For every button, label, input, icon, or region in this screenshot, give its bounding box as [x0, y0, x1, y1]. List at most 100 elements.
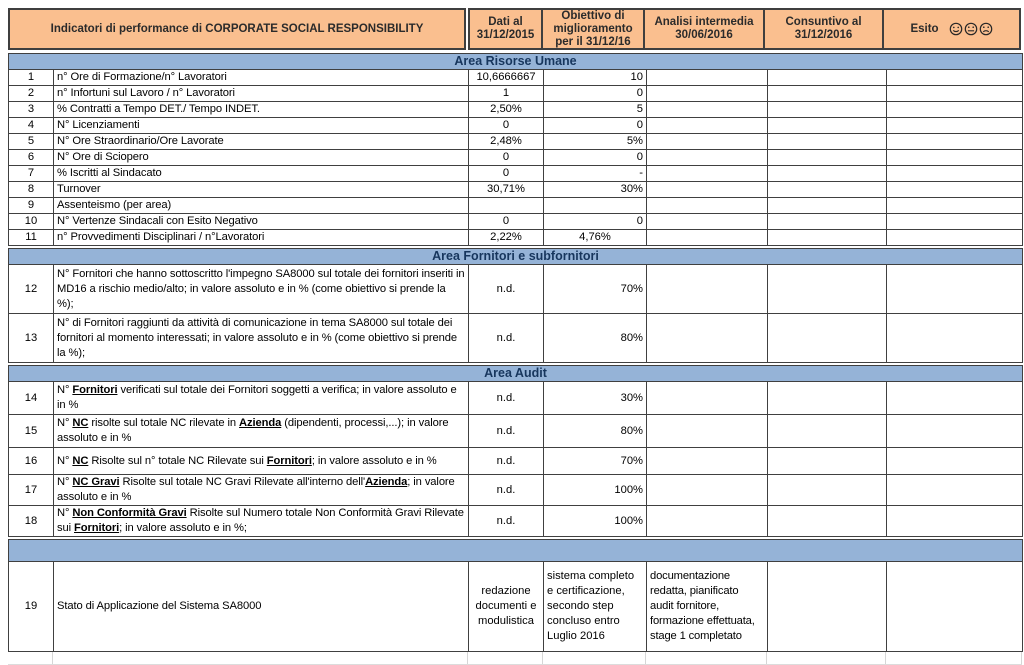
ob-cell[interactable]: 0 [543, 213, 647, 230]
esito-cell[interactable] [885, 313, 1024, 363]
ob-cell[interactable]: 100% [543, 474, 647, 506]
cons-cell[interactable] [767, 414, 887, 448]
esito-cell[interactable] [885, 213, 1024, 230]
indicator-cell[interactable]: n° Ore di Formazione/n° Lavoratori [53, 69, 469, 86]
ob-cell[interactable]: 30% [543, 381, 647, 415]
row-number-cell[interactable]: 1 [8, 69, 54, 86]
indicator-cell[interactable]: N° Ore di Sciopero [53, 149, 469, 166]
an-cell[interactable] [646, 117, 768, 134]
ob-cell[interactable]: 80% [543, 313, 647, 363]
dati-cell[interactable]: 0 [468, 165, 544, 182]
esito-cell[interactable] [885, 197, 1024, 214]
dati-cell[interactable]: n.d. [468, 505, 544, 537]
ob-cell[interactable]: sistema completo e certificazione, secon… [543, 561, 647, 652]
row-number-cell[interactable]: 4 [8, 117, 54, 134]
row-number-cell[interactable]: 18 [8, 505, 54, 537]
ob-cell[interactable]: 5% [543, 133, 647, 150]
ob-cell[interactable]: 0 [543, 85, 647, 102]
cons-cell[interactable] [767, 117, 887, 134]
row-number-cell[interactable]: 13 [8, 313, 54, 363]
header-cell-dati[interactable]: Dati al 31/12/2015 [468, 8, 543, 50]
ob-cell[interactable]: 10 [543, 69, 647, 86]
cons-cell[interactable] [767, 133, 887, 150]
an-cell[interactable] [646, 85, 768, 102]
esito-cell[interactable] [885, 414, 1024, 448]
section-title[interactable]: Area Fornitori e subfornitori [7, 248, 1024, 265]
esito-cell[interactable] [885, 229, 1024, 246]
indicator-cell[interactable]: N° Ore Straordinario/Ore Lavorate [53, 133, 469, 150]
header-cell-consuntivo[interactable]: Consuntivo al 31/12/2016 [763, 8, 884, 50]
indicator-cell[interactable]: Turnover [53, 181, 469, 198]
ob-cell[interactable]: - [543, 165, 647, 182]
row-number-cell[interactable]: 8 [8, 181, 54, 198]
esito-cell[interactable] [885, 117, 1024, 134]
indicator-cell[interactable]: N° Non Conformità Gravi Risolte sul Nume… [53, 505, 469, 537]
an-cell[interactable] [646, 381, 768, 415]
cons-cell[interactable] [767, 561, 887, 652]
ob-cell[interactable]: 70% [543, 264, 647, 314]
row-number-cell[interactable]: 12 [8, 264, 54, 314]
esito-cell[interactable] [885, 101, 1024, 118]
an-cell[interactable] [646, 229, 768, 246]
esito-cell[interactable] [885, 133, 1024, 150]
cons-cell[interactable] [767, 313, 887, 363]
row-number-cell[interactable]: 3 [8, 101, 54, 118]
dati-cell[interactable]: n.d. [468, 447, 544, 475]
row-number-cell[interactable]: 6 [8, 149, 54, 166]
an-cell[interactable] [646, 181, 768, 198]
dati-cell[interactable]: 10,6666667 [468, 69, 544, 86]
ob-cell[interactable]: 80% [543, 414, 647, 448]
dati-cell[interactable]: n.d. [468, 474, 544, 506]
an-cell[interactable]: documentazione redatta, pianificato audi… [646, 561, 768, 652]
cons-cell[interactable] [767, 474, 887, 506]
an-cell[interactable] [646, 213, 768, 230]
indicator-cell[interactable]: N° di Fornitori raggiunti da attività di… [53, 313, 469, 363]
esito-cell[interactable] [885, 381, 1024, 415]
row-number-cell[interactable]: 2 [8, 85, 54, 102]
ob-cell[interactable] [543, 197, 647, 214]
indicator-cell[interactable]: N° NC Risolte sul n° totale NC Rilevate … [53, 447, 469, 475]
dati-cell[interactable]: 1 [468, 85, 544, 102]
indicator-cell[interactable]: % Contratti a Tempo DET./ Tempo INDET. [53, 101, 469, 118]
indicator-cell[interactable]: n° Provvedimenti Disciplinari / n°Lavora… [53, 229, 469, 246]
section-title[interactable]: Area Audit [7, 365, 1024, 382]
cons-cell[interactable] [767, 85, 887, 102]
esito-cell[interactable] [885, 85, 1024, 102]
row-number-cell[interactable]: 16 [8, 447, 54, 475]
indicator-cell[interactable]: N° Licenziamenti [53, 117, 469, 134]
esito-cell[interactable] [885, 165, 1024, 182]
an-cell[interactable] [646, 149, 768, 166]
row-number-cell[interactable]: 19 [8, 561, 54, 652]
an-cell[interactable] [646, 101, 768, 118]
dati-cell[interactable]: 0 [468, 213, 544, 230]
row-number-cell[interactable]: 5 [8, 133, 54, 150]
dati-cell[interactable]: 2,48% [468, 133, 544, 150]
indicator-cell[interactable]: N° Fornitori che hanno sottoscritto l'im… [53, 264, 469, 314]
an-cell[interactable] [646, 505, 768, 537]
dati-cell[interactable]: n.d. [468, 313, 544, 363]
cons-cell[interactable] [767, 381, 887, 415]
dati-cell[interactable]: n.d. [468, 264, 544, 314]
dati-cell[interactable]: n.d. [468, 381, 544, 415]
an-cell[interactable] [646, 474, 768, 506]
section-title[interactable]: Area Risorse Umane [7, 53, 1024, 70]
ob-cell[interactable]: 30% [543, 181, 647, 198]
row-number-cell[interactable]: 7 [8, 165, 54, 182]
an-cell[interactable] [646, 264, 768, 314]
esito-cell[interactable] [885, 181, 1024, 198]
dati-cell[interactable] [468, 197, 544, 214]
an-cell[interactable] [646, 133, 768, 150]
ob-cell[interactable]: 5 [543, 101, 647, 118]
dati-cell[interactable]: 0 [468, 117, 544, 134]
an-cell[interactable] [646, 447, 768, 475]
dati-cell[interactable]: 0 [468, 149, 544, 166]
cons-cell[interactable] [767, 505, 887, 537]
dati-cell[interactable]: n.d. [468, 414, 544, 448]
indicator-cell[interactable]: N° Fornitori verificati sul totale dei F… [53, 381, 469, 415]
ob-cell[interactable]: 0 [543, 149, 647, 166]
esito-cell[interactable] [885, 505, 1024, 537]
cons-cell[interactable] [767, 213, 887, 230]
indicator-cell[interactable]: N° NC Gravi Risolte sul totale NC Gravi … [53, 474, 469, 506]
dati-cell[interactable]: 30,71% [468, 181, 544, 198]
dati-cell[interactable]: 2,22% [468, 229, 544, 246]
